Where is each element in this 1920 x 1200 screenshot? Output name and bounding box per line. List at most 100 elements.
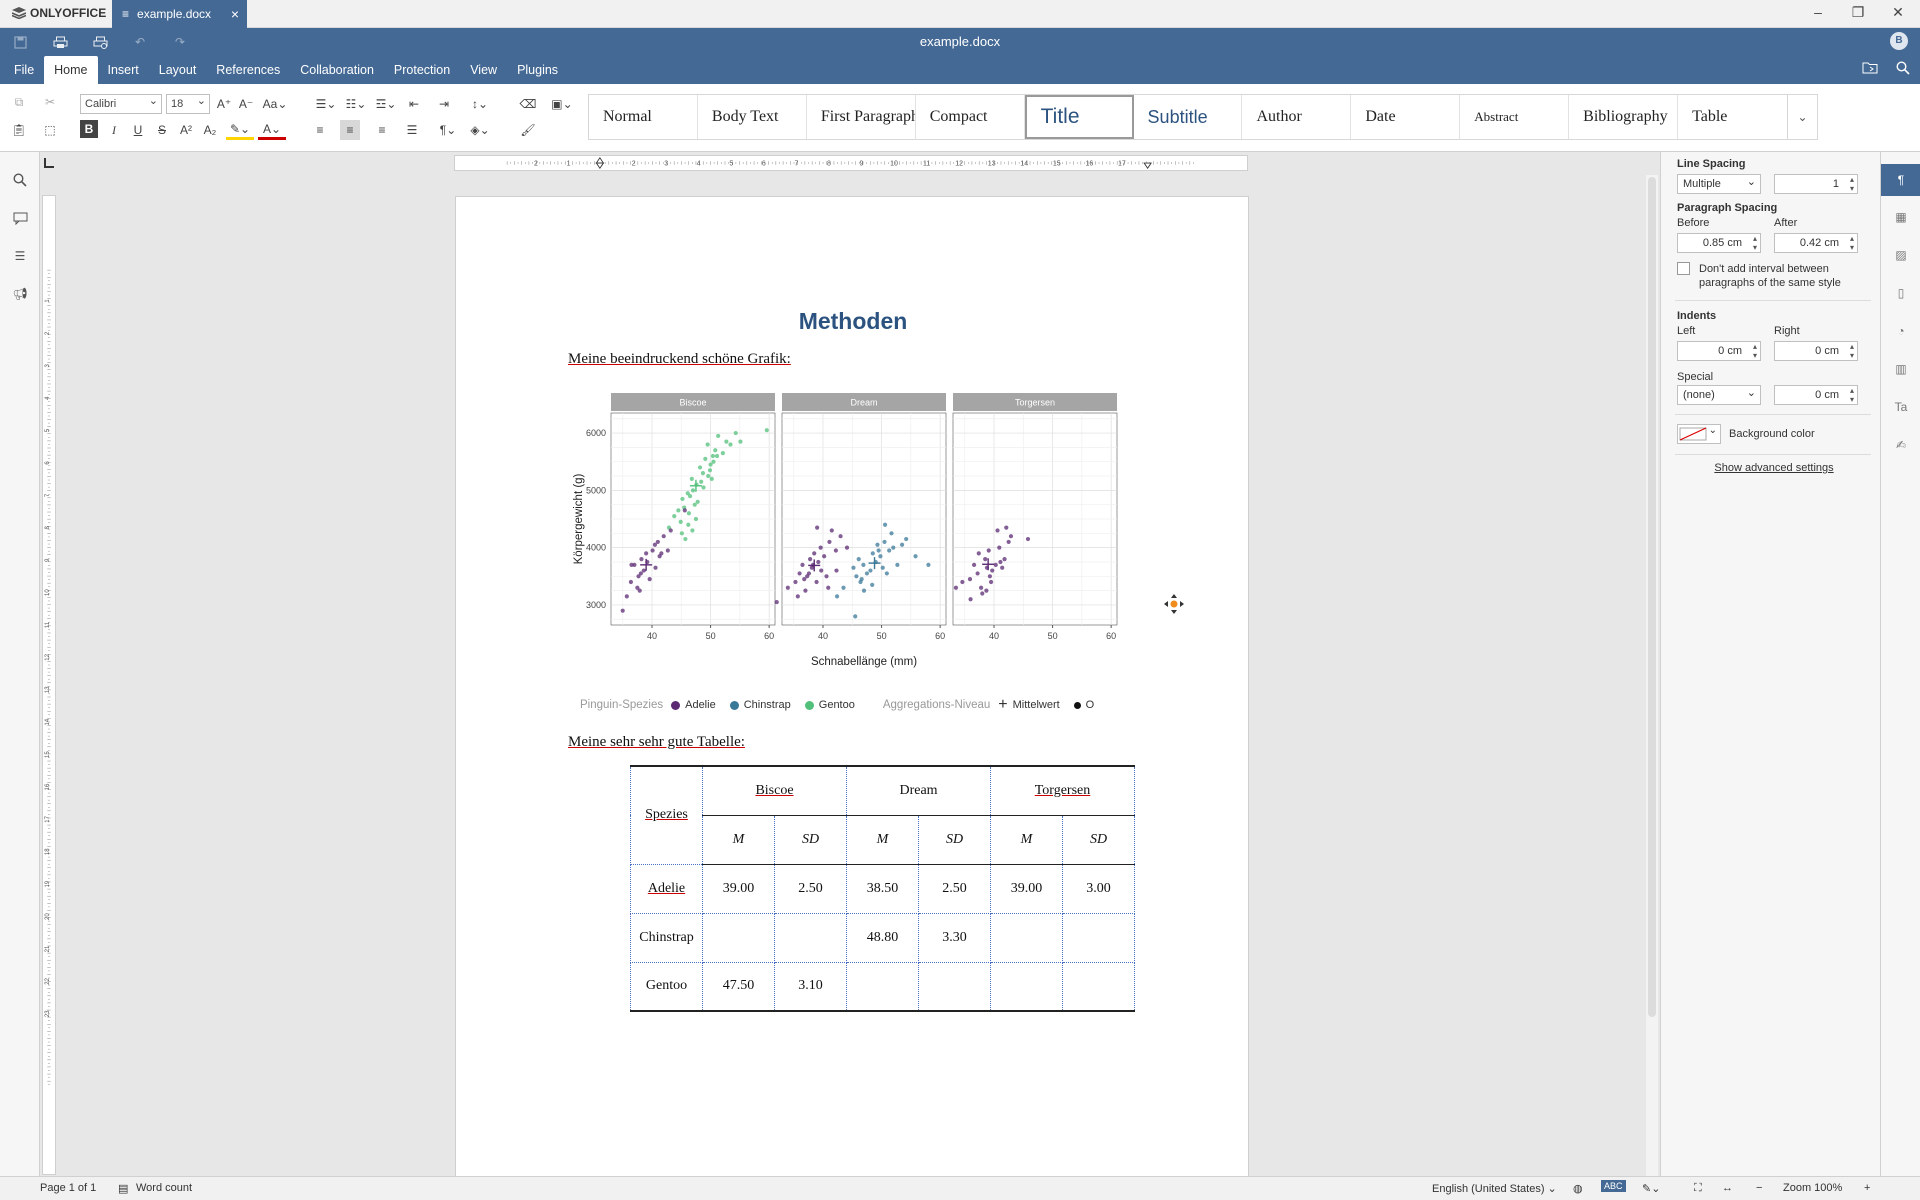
spacing-before-input[interactable]: 0.85 cm ▴ ▾ [1677, 233, 1761, 253]
spacing-after-input[interactable]: 0.42 cm ▴ ▾ [1774, 233, 1858, 253]
style-first-paragraph[interactable]: First Paragraph [807, 95, 916, 139]
text-art-settings-icon[interactable]: Ta [1894, 400, 1908, 414]
highlight-color-icon[interactable]: ✎⌄ [226, 120, 254, 140]
chevron-down-icon[interactable]: ⌄ [1787, 95, 1817, 139]
change-case-button[interactable]: Aa ⌄ [262, 97, 288, 111]
decrease-font-icon[interactable]: A⁻ [238, 97, 254, 111]
spinner-icon[interactable]: ▴ ▾ [1849, 342, 1854, 360]
italic-icon[interactable]: I [112, 122, 116, 137]
strikethrough-icon[interactable]: S [157, 123, 166, 137]
spellcheck-icon[interactable]: ABC [1601, 1180, 1626, 1192]
align-right-icon[interactable]: ≡ [378, 123, 386, 137]
track-changes-icon[interactable]: ✎⌄ [1642, 1183, 1661, 1195]
style-subtitle[interactable]: Subtitle [1134, 95, 1243, 139]
undo-icon[interactable]: ↶ [134, 35, 146, 49]
table-cell[interactable]: 39.00 [990, 863, 1063, 914]
style-bibliography[interactable]: Bibliography [1569, 95, 1679, 139]
paragraph-settings-icon[interactable]: ¶ [1881, 164, 1920, 196]
comments-icon[interactable] [10, 208, 30, 228]
language-select[interactable]: English (United States) ⌄ [1432, 1183, 1557, 1195]
underline-icon[interactable]: U [133, 123, 143, 137]
subscript-icon[interactable]: A₂ [203, 123, 217, 137]
line-spacing-type-select[interactable]: Multiple ⌄ [1677, 174, 1761, 194]
document-heading[interactable]: Methoden [798, 308, 908, 334]
multilevel-list-icon[interactable]: ☲⌄ [375, 97, 397, 111]
spinner-icon[interactable]: ▴ ▾ [1849, 234, 1854, 252]
clear-style-icon[interactable]: ⌫ [519, 97, 537, 111]
table-row-label[interactable]: Chinstrap [630, 912, 703, 963]
numbered-list-icon[interactable]: ☷⌄ [345, 97, 367, 111]
table-cell[interactable]: 39.00 [702, 863, 775, 914]
bullet-list-icon[interactable]: ☰⌄ [315, 97, 337, 111]
open-file-location-icon[interactable] [1862, 61, 1878, 78]
decrease-indent-icon[interactable]: ⇤ [408, 97, 420, 111]
redo-icon[interactable]: ↷ [174, 35, 186, 49]
increase-indent-icon[interactable]: ⇥ [438, 97, 450, 111]
style-title[interactable]: Title [1024, 95, 1134, 139]
table-row-label[interactable]: Adelie [630, 863, 703, 914]
close-tab-icon[interactable]: × [230, 6, 239, 22]
penguin-scatter-chart[interactable]: Biscoe 40 50 60 Dream 40 50 60 Torgersen 40 50 60 30… [568, 393, 1158, 703]
restore-window-button[interactable]: ❐ [1851, 4, 1865, 20]
scrollbar-thumb[interactable] [1648, 177, 1656, 1017]
indent-left-input[interactable]: 0 cm ▴ ▾ [1677, 341, 1761, 361]
document-tab[interactable]: ≡ example.docx × [112, 0, 247, 28]
table-cell[interactable] [918, 961, 991, 1012]
table-subheader[interactable]: SD [774, 814, 847, 865]
style-table[interactable]: Table [1692, 108, 1728, 125]
table-group-torgersen[interactable]: Torgersen [990, 765, 1135, 816]
paste-icon[interactable]: 📋︎ [11, 123, 27, 137]
superscript-icon[interactable]: A² [180, 123, 192, 137]
nonprinting-characters-icon[interactable]: ¶⌄ [439, 123, 457, 137]
paragraph-shading-icon[interactable]: ◈⌄ [470, 123, 490, 137]
spinner-icon[interactable]: ▴ ▾ [1849, 175, 1854, 193]
menu-home[interactable]: Home [44, 56, 98, 84]
zoom-out-icon[interactable]: − [1756, 1182, 1763, 1194]
table-cell[interactable] [990, 961, 1063, 1012]
menu-protection[interactable]: Protection [393, 63, 451, 77]
indent-right-input[interactable]: 0 cm ▴ ▾ [1774, 341, 1858, 361]
navigation-icon[interactable]: ☰ [14, 249, 26, 263]
table-cell[interactable]: 3.00 [1062, 863, 1135, 914]
copy-icon[interactable]: ⧉ [14, 94, 24, 109]
table-cell[interactable]: 3.30 [918, 912, 991, 963]
close-window-button[interactable]: ✕ [1892, 4, 1904, 20]
menu-layout[interactable]: Layout [158, 63, 197, 77]
copy-style-icon[interactable]: 🖌︎ [520, 123, 536, 137]
page-counter[interactable]: Page 1 of 1 [40, 1182, 97, 1194]
shape-settings-icon[interactable]: ◔ [1897, 324, 1905, 338]
spinner-icon[interactable]: ▴ ▾ [1849, 386, 1854, 404]
menu-view[interactable]: View [470, 63, 498, 77]
header-footer-settings-icon[interactable]: ▯ [1897, 286, 1905, 300]
print-icon[interactable] [50, 34, 70, 50]
spinner-icon[interactable]: ▴ ▾ [1752, 342, 1757, 360]
document-page[interactable]: Methoden Meine beeindruckend schöne Graf… [455, 196, 1249, 1176]
special-indent-amount-input[interactable]: 0 cm ▴ ▾ [1774, 385, 1858, 405]
bold-icon[interactable]: B [80, 120, 98, 138]
style-abstract[interactable]: Abstract [1460, 95, 1570, 139]
table-cell[interactable]: 2.50 [774, 863, 847, 914]
results-table[interactable]: Spezies Biscoe Dream Torgersen M SD M SD… [630, 765, 1135, 1012]
font-size-select[interactable]: 18 [166, 92, 210, 114]
zoom-level[interactable]: Zoom 100% [1783, 1182, 1843, 1194]
quick-print-icon[interactable] [90, 34, 110, 50]
feedback-icon[interactable]: 📢︎ [12, 287, 28, 301]
select-all-icon[interactable]: ⬚ [44, 123, 56, 137]
table-cell[interactable] [1062, 961, 1135, 1012]
move-object-handle-icon[interactable] [1162, 592, 1186, 619]
table-subheader[interactable]: SD [918, 814, 991, 865]
spinner-icon[interactable]: ▴ ▾ [1752, 234, 1757, 252]
table-subheader[interactable]: M [702, 814, 775, 865]
table-cell[interactable] [990, 912, 1063, 963]
align-center-icon[interactable]: ≡ [340, 120, 360, 140]
table-cell[interactable]: 3.10 [774, 961, 847, 1012]
tab-stop-selector[interactable] [44, 158, 54, 168]
table-subheader[interactable]: SD [1062, 814, 1135, 865]
style-normal[interactable]: Normal [589, 95, 698, 139]
font-name-select[interactable]: Calibri [80, 92, 162, 114]
menu-file[interactable]: File [14, 63, 35, 77]
search-icon[interactable] [10, 170, 30, 190]
menu-insert[interactable]: Insert [107, 63, 139, 77]
table-settings-icon[interactable]: ▦ [1895, 210, 1907, 224]
